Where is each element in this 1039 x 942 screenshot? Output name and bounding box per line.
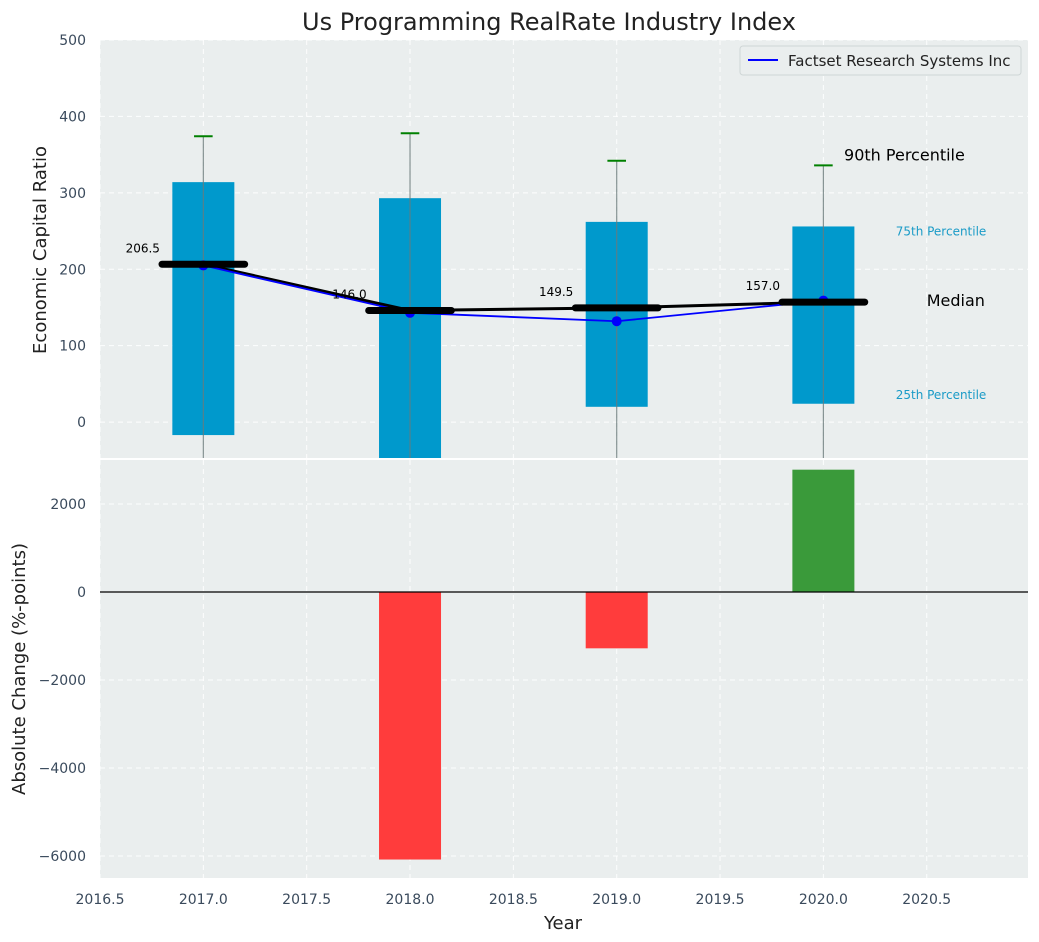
bottom-y-tick-label: −2000 [39, 673, 86, 689]
median-value-label: 149.5 [539, 285, 573, 299]
top-y-axis-label: Economic Capital Ratio [30, 146, 51, 354]
company-series-point [611, 316, 622, 327]
top-y-tick-label: 200 [59, 262, 86, 278]
bottom-y-axis-label: Absolute Change (%-points) [9, 543, 30, 795]
p90-annotation: 90th Percentile [844, 146, 965, 165]
median-line [203, 262, 824, 313]
bottom-y-tick-label: 0 [77, 585, 86, 601]
top-plot-area [100, 40, 1028, 458]
legend-label: Factset Research Systems Inc [788, 52, 1011, 70]
legend: Factset Research Systems Inc [739, 45, 1022, 76]
x-tick-label: 2020.0 [799, 892, 848, 908]
x-tick-label: 2017.0 [179, 892, 228, 908]
bottom-y-tick-label: 2000 [50, 497, 86, 513]
x-tick-label: 2016.5 [76, 892, 125, 908]
x-tick-label: 2017.5 [282, 892, 331, 908]
p25-annotation: 25th Percentile [896, 388, 987, 402]
x-axis-label: Year [543, 913, 583, 934]
x-tick-label: 2018.0 [386, 892, 435, 908]
x-tick-label: 2019.0 [592, 892, 641, 908]
bottom-y-tick-label: −6000 [39, 849, 86, 865]
company-series-line [203, 264, 824, 323]
bottom-y-tick-label: −4000 [39, 761, 86, 777]
top-y-tick-label: 300 [59, 186, 86, 202]
p75-annotation: 75th Percentile [896, 225, 987, 239]
x-tick-label: 2018.5 [489, 892, 538, 908]
median-annotation: Median [927, 291, 985, 310]
bottom-panel: −6000 −4000 −2000 0 2000 2016.5 2017.0 2017.5 20… [39, 460, 1028, 908]
chart-title: Us Programming RealRate Industry Index [302, 8, 796, 36]
top-panel: 0 100 200 300 400 500 206.5 146.0 149.5 157.0 90th… [59, 33, 1028, 460]
change-bar [379, 592, 442, 860]
legend-box [739, 45, 1022, 76]
top-y-tick-label: 100 [59, 339, 86, 355]
median-value-label: 157.0 [746, 279, 780, 293]
top-y-tick-label: 500 [59, 33, 86, 49]
change-bar [585, 592, 648, 649]
x-tick-label: 2020.5 [902, 892, 951, 908]
median-value-label: 146.0 [332, 288, 366, 302]
median-value-label: 206.5 [126, 241, 160, 255]
change-bar [792, 469, 855, 592]
x-tick-label: 2019.5 [696, 892, 745, 908]
top-y-tick-label: 0 [77, 415, 86, 431]
top-y-tick-label: 400 [59, 109, 86, 125]
bottom-plot-area [100, 460, 1028, 878]
